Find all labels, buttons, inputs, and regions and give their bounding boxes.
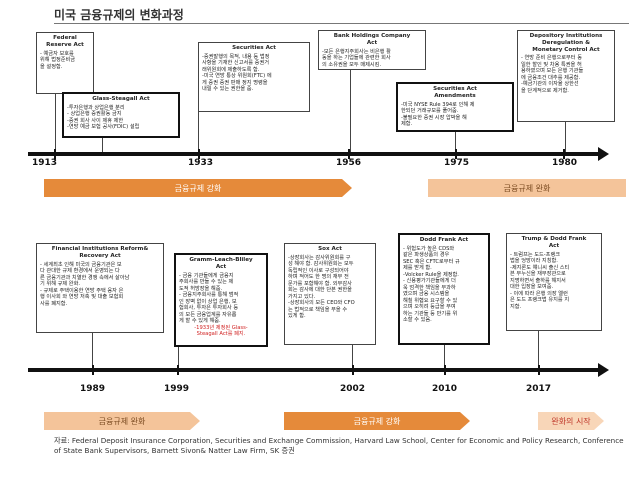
- year-label: 2002: [340, 384, 366, 394]
- box-title: Dodd Frank Act: [419, 237, 469, 243]
- top-tick-1975: [455, 149, 457, 159]
- page-title: 미국 금융규제의 변화과정: [54, 8, 184, 22]
- top-tick-1980: [563, 149, 565, 159]
- box-title: Securities Act Amendments: [433, 86, 477, 99]
- year-label: 2017: [526, 384, 552, 394]
- top-tick-1933: [198, 149, 200, 159]
- connector-glass: [102, 130, 103, 154]
- connector-bhca: [350, 70, 351, 154]
- bottom-tick-2017: [538, 365, 540, 375]
- connector-didmca: [565, 120, 566, 154]
- connector-securities: [198, 110, 199, 154]
- box-gramm-leach-bliley-act: Gramm-Leach-Bliley Act - 금융 기관들에게 금융지 주회…: [174, 253, 268, 347]
- year-label: 1956: [336, 158, 362, 168]
- box-body: - 예금자 보호를 위해 법정준비금 을 설정함.: [40, 50, 76, 70]
- source-note: 자료: Federal Deposit Insurance Corporatio…: [54, 436, 624, 455]
- box-body: -모든 은행지주회사는 비은행 활 동을 하는 기업들에 관련한 회사 의 소유…: [322, 48, 391, 68]
- regulation-band-tighten: 금융규제 강화: [44, 179, 352, 197]
- top-timeline-axis: [28, 152, 601, 156]
- box-body: -상장회사는 감사위원회를 구 성 해야 함. 감사위원회는 모두 독립적인 이…: [288, 254, 355, 320]
- bottom-tick-2002: [352, 365, 354, 375]
- connector-glba: [178, 345, 179, 370]
- box-body: - 트럼프는 도드-프랭크 법을 엉망이라 지칭함. -제지론도 얘니씨 출신 …: [510, 251, 570, 310]
- year-label: 1975: [444, 158, 470, 168]
- top-timeline-arrowhead: [598, 147, 609, 161]
- box-body: - 금융 기관들에게 금융지 주회사를 만들 수 있는 제 도적 허방장을 해줌…: [179, 272, 239, 325]
- box-body: - 연방 준비 은행으로부터 동 일한 할인 및 차용 특권을 허 용하였으며 …: [521, 55, 584, 94]
- top-tick-1913: [54, 149, 56, 159]
- box-title: Gramm-Leach-Bliley Act: [189, 257, 253, 270]
- box-body: -투자은행과 상업은행 분리 - 상업은행 증권활동 금지 -증권 회사 사이 …: [67, 104, 140, 131]
- box-firrea: Financial Institutions Reform& Recovery …: [36, 243, 164, 333]
- year-label: 1989: [80, 384, 106, 394]
- box-body: - 세계최초 인해 미국의 금융기관은 보 다 관대한 규제 환경에서 운영되는…: [40, 261, 130, 307]
- connector-firrea: [92, 330, 93, 370]
- box-title: Securities Act: [232, 45, 276, 51]
- bottom-tick-1989: [92, 365, 94, 375]
- box-dodd-frank-act: Dodd Frank Act - 위험도가 높은 CDS와 같은 파생상품의 경…: [398, 233, 490, 345]
- connector-federal: [55, 94, 56, 154]
- year-label: 1913: [32, 158, 58, 168]
- box-title: Sox Act: [318, 246, 342, 252]
- box-glass-steagall-act: Glass-Steagall Act -투자은행과 상업은행 분리 - 상업은행…: [62, 92, 180, 138]
- box-trump-dodd-frank-act: Trump & Dodd Frank Act - 트럼프는 도드-프랭크 법을 …: [506, 233, 602, 331]
- year-label: 1999: [164, 384, 190, 394]
- connector-dodd: [444, 345, 445, 370]
- regulation-band-loosen: 금융규제 완화: [428, 179, 626, 197]
- box-securities-act-amendments: Securities Act Amendments -미국 NYSE Rule …: [396, 82, 514, 132]
- connector-sox: [352, 345, 353, 370]
- box-depository-institutions-act: Depository Institutions Deregulation & M…: [517, 30, 615, 122]
- box-title: Trump & Dodd Frank Act: [521, 236, 587, 249]
- box-sox-act: Sox Act -상장회사는 감사위원회를 구 성 해야 함. 감사위원회는 모…: [284, 243, 376, 345]
- box-title: Financial Institutions Reform& Recovery …: [51, 246, 149, 259]
- box-body: -미국 NYSE Rule 394로 인해 제 한되던 거래규모를 풀어줌. -…: [401, 101, 475, 128]
- regulation-band-loosen: 금융규제 완화: [44, 412, 200, 430]
- bottom-tick-1999: [177, 365, 179, 375]
- box-title: Federal Reserve Act: [46, 35, 84, 48]
- year-label: 1980: [552, 158, 578, 168]
- regulation-band-start-of-easing: 완화의 시작: [538, 412, 604, 430]
- connector-trump: [538, 330, 539, 370]
- regulation-band-tighten: 금융규제 강화: [284, 412, 470, 430]
- year-label: 1933: [188, 158, 214, 168]
- box-securities-act: Securities Act -증권발행의 목적, 내용 등 법정 사항을 기재…: [198, 42, 310, 112]
- top-tick-1956: [348, 149, 350, 159]
- box-title: Bank Holdings Company Act: [333, 33, 411, 46]
- box-note: -1933년 제정된 Glass- Steagall Act를 폐지.: [194, 324, 248, 338]
- bottom-timeline-axis: [28, 368, 601, 372]
- box-body: - 위험도가 높은 CDS와 같은 파생상품의 경우 SEC 혹은 CFTC로부…: [403, 245, 460, 324]
- bottom-tick-2010: [444, 365, 446, 375]
- bottom-timeline-arrowhead: [598, 363, 609, 377]
- box-title: Glass-Steagall Act: [92, 96, 150, 102]
- year-label: 2010: [432, 384, 458, 394]
- box-federal-reserve-act: Federal Reserve Act - 예금자 보호를 위해 법정준비금 을…: [36, 32, 94, 94]
- connector-secamend: [455, 130, 456, 154]
- box-body: -증권발행의 목적, 내용 등 법정 사항을 기재한 신고서를 증권거 래위원회…: [202, 53, 272, 93]
- box-title: Depository Institutions Deregulation & M…: [529, 33, 603, 53]
- box-bank-holdings-company-act: Bank Holdings Company Act -모든 은행지주회사는 비은…: [318, 30, 426, 70]
- title-divider: [54, 23, 629, 24]
